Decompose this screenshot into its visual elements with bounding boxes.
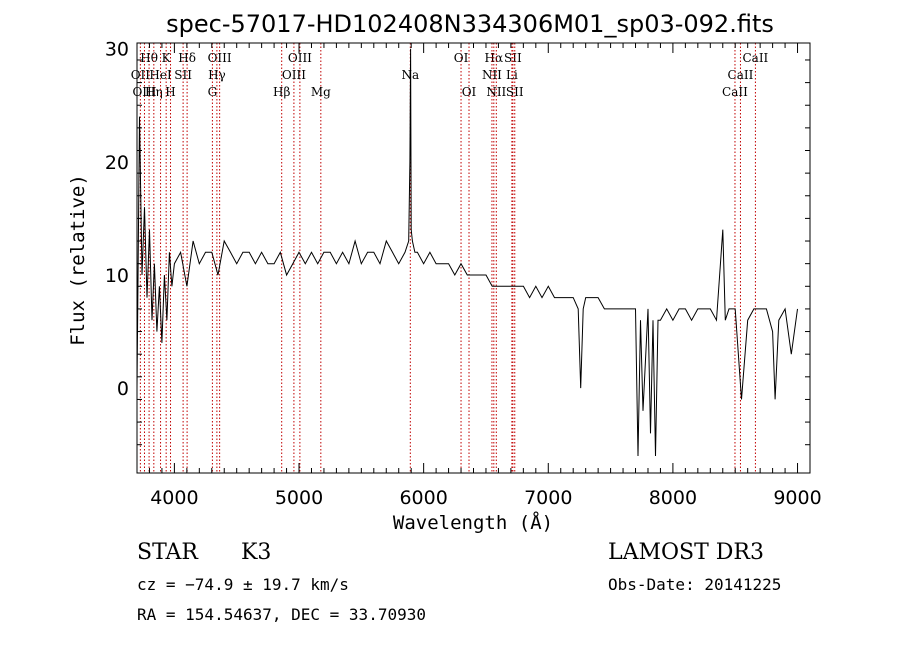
x-tick-label-4: 8000 bbox=[649, 487, 697, 509]
marker-label-20: SII bbox=[504, 51, 522, 65]
marker-label-15: Mg bbox=[311, 85, 331, 99]
marker-label-3: Hη bbox=[145, 85, 163, 99]
marker-label-10: Hγ bbox=[208, 68, 226, 82]
plot-frame bbox=[136, 42, 811, 474]
y-tick-label-1: 10 bbox=[105, 265, 129, 287]
marker-label-27: CaII bbox=[722, 85, 748, 99]
x-axis-label: Wavelength (Å) bbox=[393, 511, 553, 534]
y-tick-label-2: 20 bbox=[105, 152, 129, 174]
marker-label-24: SII bbox=[506, 85, 524, 99]
spectrum-series-line bbox=[136, 48, 798, 457]
marker-label-26: CaII bbox=[728, 68, 754, 82]
marker-label-23: NII bbox=[486, 85, 506, 99]
y-axis-label: Flux (relative) bbox=[67, 174, 89, 346]
x-tick-label-5: 9000 bbox=[773, 487, 821, 509]
marker-label-25: CaII bbox=[742, 51, 768, 65]
marker-label-9: OIII bbox=[208, 51, 232, 65]
x-tick-label-1: 5000 bbox=[275, 487, 323, 509]
marker-label-1: OII bbox=[131, 68, 151, 82]
marker-label-6: H bbox=[165, 85, 175, 99]
redshift-readout: cz = −74.9 ± 19.7 km/s bbox=[137, 575, 349, 594]
marker-label-13: OIII bbox=[288, 51, 312, 65]
x-tick-label-3: 7000 bbox=[524, 487, 572, 509]
marker-label-8: Hδ bbox=[178, 51, 196, 65]
spectral-subclass: K3 bbox=[241, 540, 272, 565]
marker-label-5: K bbox=[162, 51, 172, 65]
marker-label-12: Hβ bbox=[273, 85, 290, 99]
y-tick-label-0: 0 bbox=[117, 378, 129, 400]
observation-date: Obs-Date: 20141225 bbox=[608, 575, 782, 594]
marker-label-14: OIII bbox=[282, 68, 306, 82]
marker-label-2: OIII bbox=[132, 85, 156, 99]
marker-label-4: HeI bbox=[149, 68, 172, 82]
marker-label-18: OI bbox=[462, 85, 477, 99]
y-tick-label-3: 30 bbox=[105, 39, 129, 61]
object-class: STAR bbox=[137, 540, 198, 565]
marker-label-19: Hα bbox=[485, 51, 504, 65]
chart-title: spec-57017-HD102408N334306M01_sp03-092.f… bbox=[166, 10, 774, 38]
marker-label-11: G bbox=[208, 85, 218, 99]
x-tick-label-2: 6000 bbox=[399, 487, 447, 509]
coordinates-readout: RA = 154.54637, DEC = 33.70930 bbox=[137, 605, 426, 624]
marker-label-7: SII bbox=[174, 68, 192, 82]
marker-label-0: Hθ bbox=[140, 51, 158, 65]
marker-label-21: NII bbox=[482, 68, 502, 82]
x-tick-label-0: 4000 bbox=[150, 487, 198, 509]
survey-name: LAMOST DR3 bbox=[608, 540, 764, 565]
marker-label-22: Li bbox=[506, 68, 518, 82]
axis-ticks: 4000 5000 6000 7000 8000 9000 0 10 20 30 bbox=[105, 39, 822, 509]
marker-label-17: OI bbox=[454, 51, 469, 65]
